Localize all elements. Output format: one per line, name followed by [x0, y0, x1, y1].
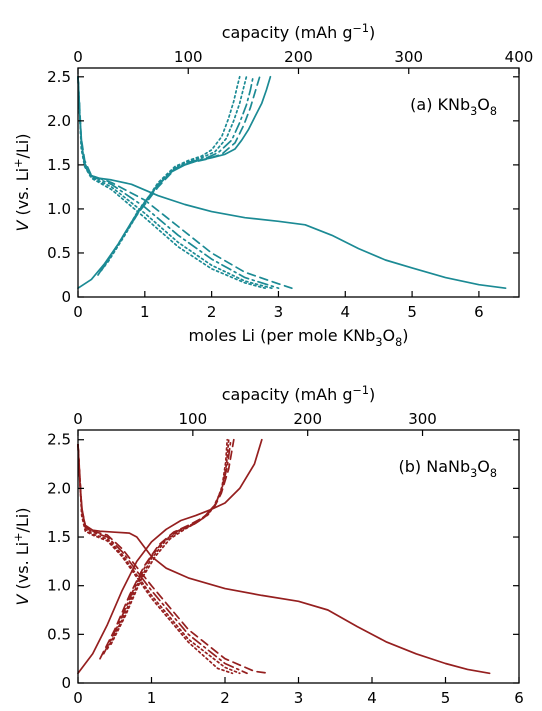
- x-tick-label: 6: [474, 303, 484, 321]
- capacity-tick-label: 0: [73, 410, 83, 428]
- x-tick-label: 5: [407, 303, 417, 321]
- x-tick-label: 2: [207, 303, 217, 321]
- y-axis-label: V (vs. Li+​/Li): [12, 508, 32, 606]
- series-line-3: [77, 443, 270, 675]
- series-line-8: [106, 438, 230, 650]
- y-tick-label: 2.5: [47, 68, 71, 86]
- x-tick-label: 0: [73, 689, 83, 707]
- x-tick-label: 0: [73, 303, 83, 321]
- y-tick-label: 0: [61, 288, 71, 306]
- x-tick-label: 3: [274, 303, 284, 321]
- series-line-3: [77, 75, 293, 290]
- x-tick-label: 1: [147, 689, 157, 707]
- panel-label: (b) NaNb3​O8​: [399, 457, 497, 480]
- capacity-axis-label: capacity (mAh g−1​): [222, 384, 376, 404]
- y-tick-label: 0.5: [47, 625, 71, 643]
- series-line-5: [77, 75, 280, 290]
- series-line-6: [102, 438, 232, 655]
- y-tick-label: 1.5: [47, 156, 71, 174]
- y-tick-label: 0.5: [47, 244, 71, 262]
- capacity-tick-label: 100: [179, 410, 208, 428]
- series-line-9: [77, 443, 234, 675]
- x-tick-label: 4: [367, 689, 377, 707]
- capacity-tick-label: 200: [293, 410, 322, 428]
- y-axis-label: V (vs. Li+​/Li): [12, 134, 32, 232]
- capacity-tick-label: 100: [174, 48, 203, 66]
- x-tick-label: 3: [294, 689, 304, 707]
- x-tick-label: 6: [514, 689, 524, 707]
- y-tick-label: 2.0: [47, 112, 71, 130]
- capacity-tick-label: 300: [408, 410, 437, 428]
- capacity-tick-label: 200: [284, 48, 313, 66]
- series-line-2: [77, 75, 272, 290]
- series-line-10: [107, 75, 241, 263]
- x-tick-label: 1: [140, 303, 150, 321]
- series-line-7: [77, 75, 273, 290]
- capacity-tick-label: 300: [394, 48, 423, 66]
- y-tick-label: 0: [61, 674, 71, 692]
- x-tick-label: 5: [441, 689, 451, 707]
- x-axis-label: moles Li (per mole KNb3​O8​): [189, 326, 409, 349]
- series-line-4: [97, 75, 261, 276]
- capacity-axis-label: capacity (mAh g−1​): [222, 22, 376, 42]
- series-line-5: [77, 443, 248, 675]
- series-line-2: [77, 438, 263, 675]
- capacity-tick-label: 0: [73, 48, 83, 66]
- series-line-1: [77, 443, 491, 675]
- y-tick-label: 2.5: [47, 431, 71, 449]
- x-tick-label: 2: [220, 689, 230, 707]
- series-line-10: [110, 438, 229, 645]
- series-line-9: [77, 75, 266, 290]
- panel-label: (a) KNb3​O8​: [410, 95, 497, 118]
- series-line-7: [77, 443, 241, 675]
- capacity-tick-label: 400: [505, 48, 534, 66]
- series-line-8: [103, 75, 248, 268]
- panel-a: 0 1 2 3 4 5 600.51.01.52.02.50 100 200 300 400mole…: [12, 22, 533, 349]
- x-tick-label: 4: [340, 303, 350, 321]
- y-tick-label: 1.0: [47, 200, 71, 218]
- y-tick-label: 1.5: [47, 528, 71, 546]
- y-tick-label: 1.0: [47, 577, 71, 595]
- y-tick-label: 2.0: [47, 479, 71, 497]
